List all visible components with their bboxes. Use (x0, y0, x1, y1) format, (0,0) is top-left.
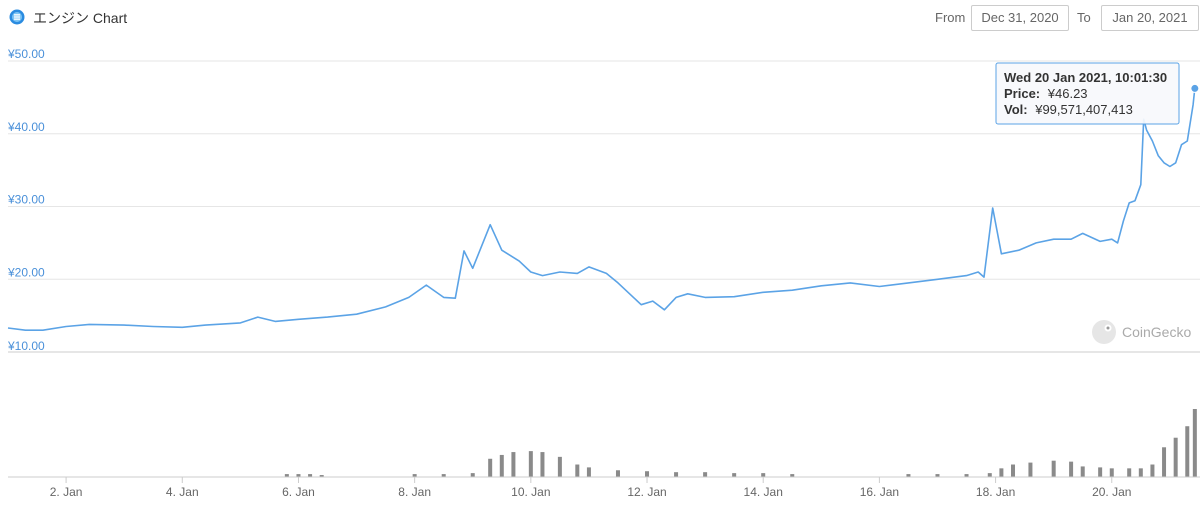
tooltip-vol-label: Vol: (1004, 102, 1028, 117)
volume-bar (557, 456, 562, 477)
volume-bar (499, 454, 504, 477)
x-tick-label: 10. Jan (511, 485, 550, 499)
tooltip-price-row: Price: ¥46.23 (1004, 86, 1088, 101)
volume-bar (761, 473, 766, 477)
x-tick-label: 16. Jan (860, 485, 899, 499)
volume-bar (732, 473, 737, 477)
volume-bar (674, 472, 679, 477)
volume-bar (488, 458, 493, 477)
y-tick-label: ¥10.00 (7, 339, 45, 353)
volume-bar (935, 474, 940, 477)
volume-bar (1080, 466, 1085, 477)
chart-title: エンジン Chart (33, 10, 128, 26)
coingecko-watermark-text: CoinGecko (1122, 324, 1191, 340)
from-label: From (935, 10, 966, 25)
volume-bar (528, 451, 533, 477)
y-tick-label: ¥40.00 (7, 120, 45, 134)
volume-bar (511, 452, 516, 477)
last-price-marker[interactable] (1190, 83, 1200, 93)
volume-bar (284, 474, 289, 477)
volume-bar (999, 468, 1004, 477)
y-tick-label: ¥20.00 (7, 265, 45, 279)
volume-bar (1162, 447, 1167, 477)
tooltip-price-value: ¥46.23 (1047, 86, 1088, 101)
to-label: To (1077, 10, 1091, 25)
x-tick-label: 8. Jan (398, 485, 431, 499)
price-line (7, 88, 1196, 331)
volume-bar (1173, 437, 1178, 477)
x-tick-label: 2. Jan (50, 485, 83, 499)
coingecko-watermark: CoinGecko (1092, 320, 1191, 344)
volume-bar (586, 467, 591, 477)
volume-bar (645, 471, 650, 477)
volume-bar (308, 474, 313, 477)
volume-bar (615, 470, 620, 477)
volume-bar (703, 472, 708, 477)
x-tick-label: 12. Jan (627, 485, 666, 499)
enjin-logo-icon (9, 9, 25, 25)
volume-bar (575, 464, 580, 477)
volume-bar (1150, 464, 1155, 477)
volume-bar (1011, 464, 1016, 477)
volume-bar (1127, 468, 1132, 477)
x-axis: 2. Jan 4. Jan 6. Jan 8. Jan 10. Jan 12. Jan 14… (50, 477, 1131, 499)
volume-bar (1138, 468, 1143, 477)
tooltip-price-label: Price: (1004, 86, 1040, 101)
tooltip-date: Wed 20 Jan 2021, 10:01:30 (1004, 70, 1167, 85)
y-axis: ¥10.00 ¥20.00 ¥30.00 ¥40.00 ¥50.00 (7, 47, 45, 353)
tooltip-vol-row: Vol: ¥99,571,407,413 (1004, 102, 1133, 117)
volume-bar (470, 473, 475, 477)
volume-bar (1109, 468, 1114, 477)
volume-bar (441, 474, 446, 477)
coingecko-logo-icon (1092, 320, 1116, 344)
volume-bar (540, 452, 545, 477)
y-tick-label: ¥50.00 (7, 47, 45, 61)
volume-bar (412, 474, 417, 477)
grid-lines (8, 60, 1200, 280)
volume-bar (296, 474, 301, 477)
x-tick-label: 18. Jan (976, 485, 1015, 499)
x-tick-label: 20. Jan (1092, 485, 1131, 499)
y-tick-label: ¥30.00 (7, 193, 45, 207)
volume-bar (1028, 462, 1033, 477)
x-tick-label: 14. Jan (744, 485, 783, 499)
volume-bar (1192, 409, 1197, 477)
tooltip-box (995, 62, 1180, 125)
to-date-input[interactable] (1101, 5, 1199, 31)
chart-header: エンジン Chart From To (0, 0, 1200, 40)
x-tick-label: 4. Jan (166, 485, 199, 499)
volume-bars (284, 409, 1197, 477)
volume-bar (1185, 426, 1190, 477)
volume-bar (1098, 467, 1103, 477)
from-date-input[interactable] (971, 5, 1069, 31)
volume-bar (1069, 461, 1074, 477)
x-tick-label: 6. Jan (282, 485, 315, 499)
volume-bar (319, 475, 324, 477)
volume-bar (906, 474, 911, 477)
tooltip-vol-value: ¥99,571,407,413 (1034, 102, 1133, 117)
volume-bar (1051, 460, 1056, 477)
tooltip: Wed 20 Jan 2021, 10:01:30 Price: ¥46.23 … (995, 62, 1180, 125)
volume-bar (987, 473, 992, 477)
volume-bar (964, 474, 969, 477)
volume-bar (790, 474, 795, 477)
